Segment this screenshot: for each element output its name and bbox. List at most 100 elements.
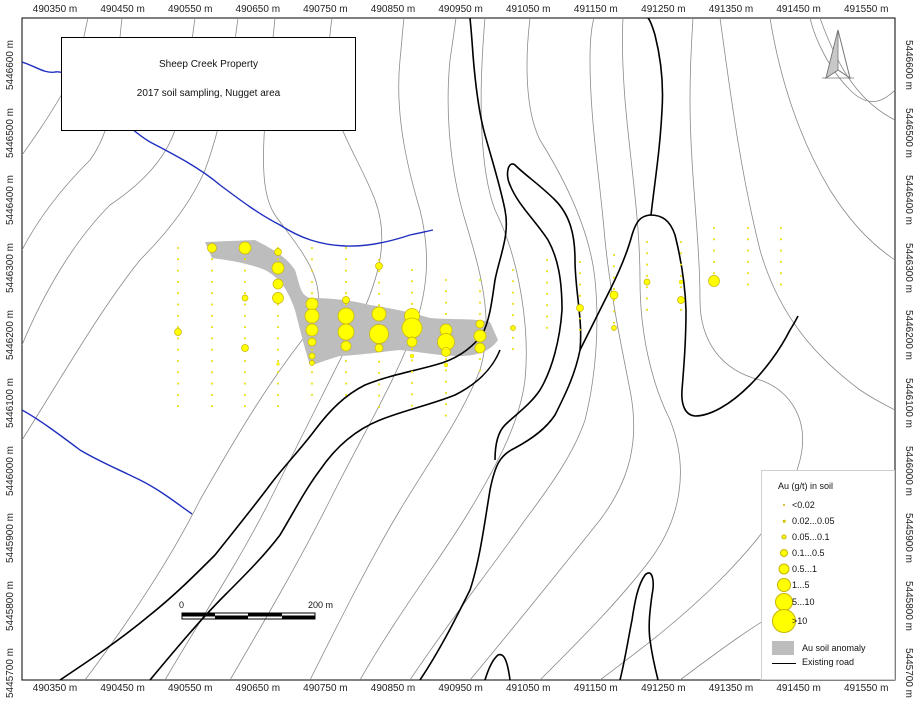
soil-sample-point [779,272,783,275]
soil-sample-point [478,290,482,293]
x-tick-label-bottom: 490350 m [32,683,78,694]
y-tick-label-right: 5445700 m [903,648,915,699]
y-tick-label-left: 5446000 m [5,445,17,496]
soil-sample-point [545,315,549,318]
soil-sample-point [612,265,616,268]
soil-sample-point [545,281,549,284]
soil-sample-point [377,383,381,386]
soil-sample-point [578,260,582,264]
soil-sample-point [645,308,649,311]
x-tick-label-bottom: 491550 m [843,683,889,694]
soil-sample-point [210,269,214,272]
soil-sample-point [176,246,180,250]
soil-sample-point [375,262,383,270]
soil-sample-point [712,238,716,241]
soil-sample-point [276,258,280,261]
soil-sample-point [708,275,720,287]
soil-sample-point [377,258,381,262]
soil-sample-point [276,348,280,351]
soil-sample-point [304,308,320,324]
soil-sample-point [344,292,348,295]
y-tick-label-left: 5446200 m [5,310,17,361]
contour-line [719,18,895,411]
legend-label: 0.05...0.1 [792,532,830,542]
soil-sample-point [377,394,381,397]
soil-sample-point [210,314,214,317]
soil-sample-point [473,329,487,343]
soil-sample-point [645,240,649,244]
soil-sample-point [344,359,348,363]
x-tick-label-bottom: 491450 m [776,683,821,694]
soil-sample-point [210,280,214,283]
soil-sample-point [210,393,214,396]
soil-sample-point [176,359,180,363]
soil-sample-point [310,393,314,396]
soil-sample-point [409,353,415,359]
x-tick-label-top: 490950 m [438,4,483,15]
road-line [579,214,799,417]
soil-sample-point [310,258,314,261]
x-tick-label-top: 490650 m [235,4,281,15]
soil-sample-point [410,291,414,294]
stream-line [22,409,193,515]
soil-sample-point [406,336,418,348]
soil-sample-point [272,292,284,304]
soil-sample-point [643,278,651,286]
soil-sample-point [478,358,482,361]
soil-sample-point [611,325,617,331]
soil-sample-point [276,405,280,408]
soil-sample-point [238,241,252,255]
soil-sample-point [712,226,716,230]
soil-sample-point [210,292,214,295]
contour-line [409,18,598,680]
contour-line [539,18,681,680]
soil-sample-point [410,268,414,272]
soil-sample-point [444,290,448,293]
soil-sample-point [241,294,249,302]
soil-sample-point [344,303,348,306]
soil-sample-point [410,393,414,396]
soil-sample-point [309,360,315,366]
soil-sample-point [511,268,515,272]
x-tick-label-top: 491250 m [641,4,686,15]
soil-sample-point [578,272,582,275]
soil-sample-point [645,252,649,255]
x-tick-label-bottom: 490750 m [303,683,348,694]
soil-sample-point [305,323,319,337]
legend-symbol [780,549,788,557]
soil-sample-point [478,301,482,304]
soil-sample-point [511,348,515,351]
soil-sample-point [276,359,280,363]
soil-sample-point [679,286,683,289]
legend-label: 5...10 [792,597,815,607]
soil-sample-point [305,297,319,311]
soil-samples [174,226,783,417]
soil-sample-point [679,308,683,311]
y-tick-label-right: 5445800 m [903,580,915,631]
soil-sample-point [545,304,549,307]
y-tick-label-left: 5446100 m [5,377,17,429]
soil-sample-point [276,382,280,385]
soil-sample-point [578,294,582,297]
soil-sample-point [176,371,180,374]
soil-sample-point [377,292,381,295]
soil-sample-point [344,280,348,283]
soil-sample-point [176,382,180,385]
soil-sample-point [712,249,716,252]
soil-sample-point [176,348,180,351]
legend-label: <0.02 [792,500,815,510]
soil-sample-point [678,279,684,285]
x-tick-label-top: 491150 m [573,4,618,15]
soil-sample-point [511,302,515,305]
y-tick-label-right: 5446500 m [903,107,915,158]
soil-sample-point [444,369,448,372]
soil-sample-point [511,280,515,283]
soil-sample-point [746,226,750,230]
soil-sample-point [578,328,582,331]
x-tick-label-bottom: 491050 m [505,683,551,694]
soil-sample-point [475,319,485,329]
y-tick-label-left: 5446500 m [5,107,17,158]
soil-sample-point [478,278,482,282]
soil-sample-point [377,281,381,284]
soil-sample-point [443,362,449,368]
